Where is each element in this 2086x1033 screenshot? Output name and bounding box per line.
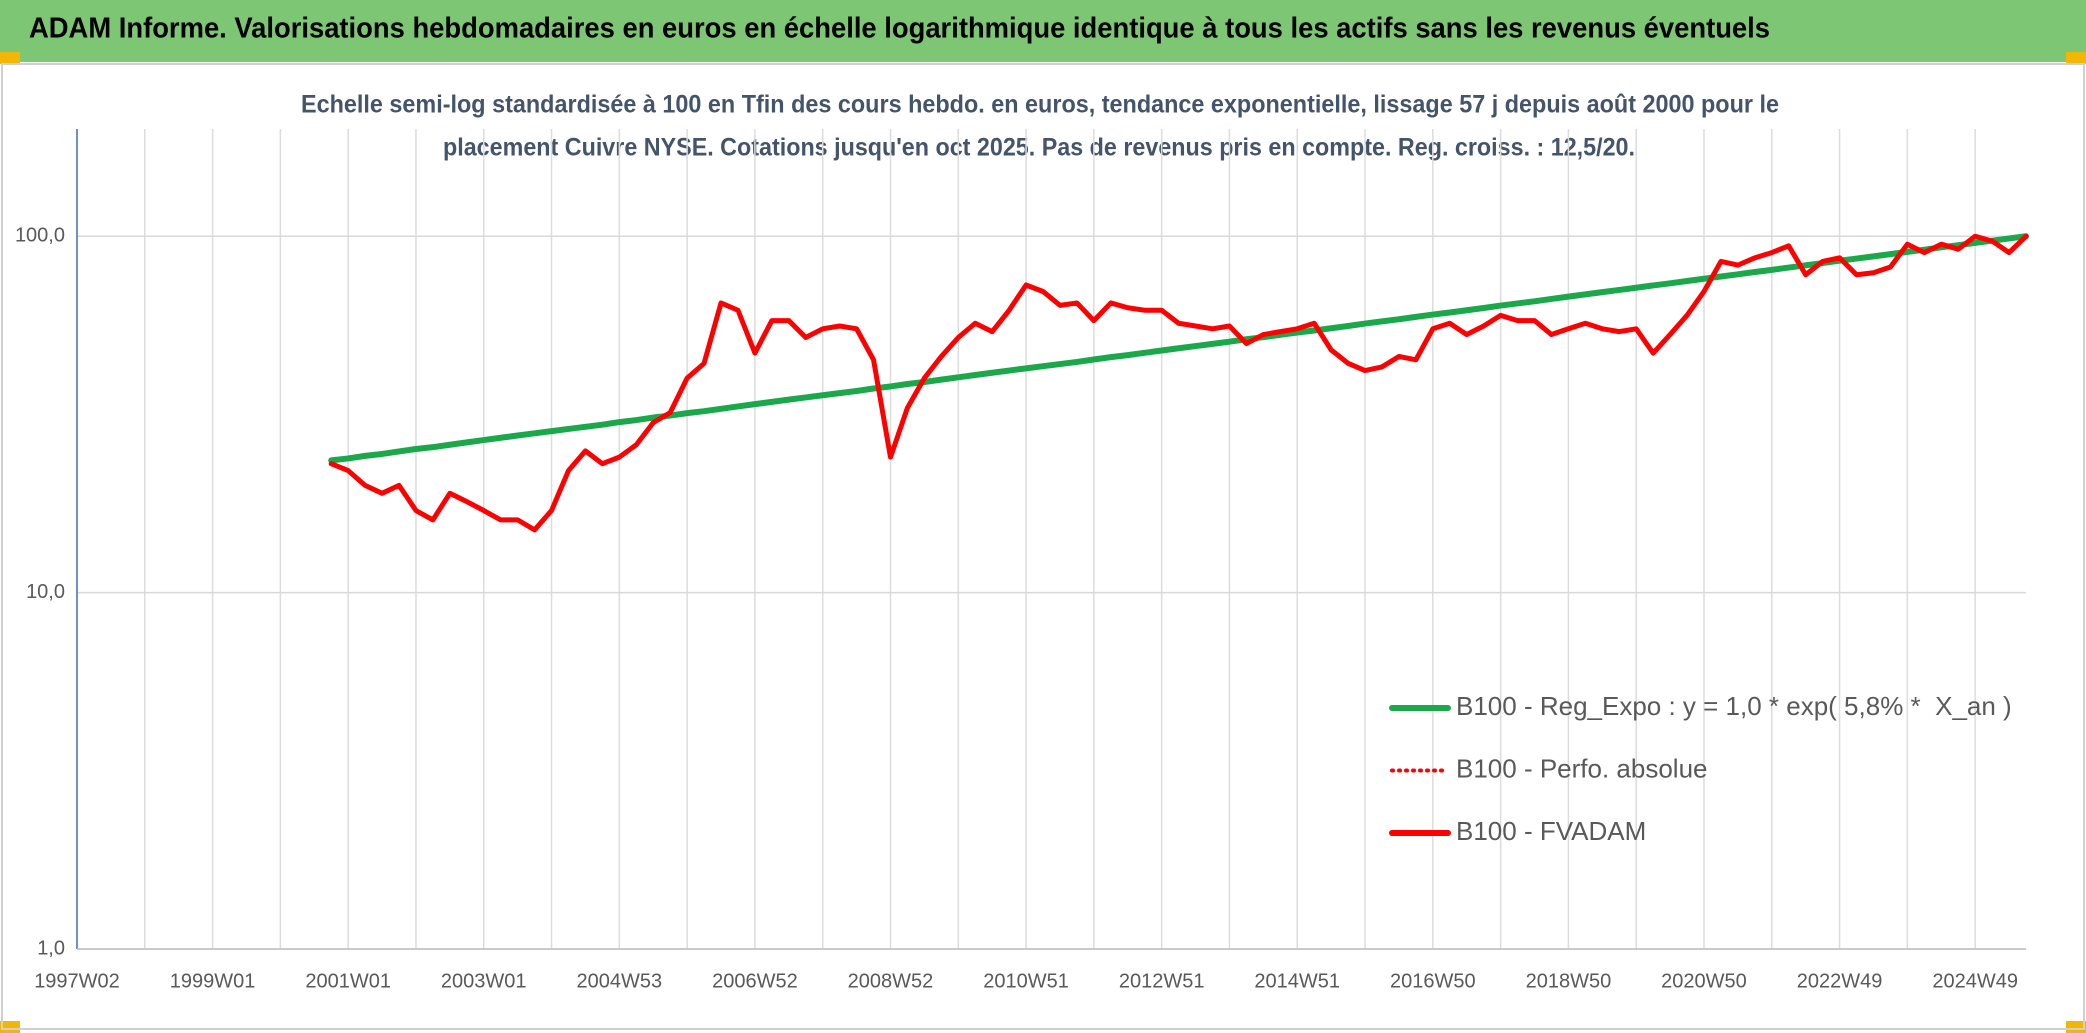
x-tick-label: 2008W52 [848, 970, 934, 992]
chart-subtitle: placement Cuivre NYSE. Cotations jusqu'e… [443, 134, 1635, 162]
y-tick-label: 1,0 [37, 937, 65, 959]
legend-label: B100 - Perfo. absolue [1456, 753, 1708, 783]
x-tick-label: 2020W50 [1661, 970, 1747, 992]
corner [0, 52, 20, 64]
x-tick-label: 2004W53 [577, 970, 663, 992]
title-bar [0, 0, 2086, 62]
legend-label: B100 - FVADAM [1456, 816, 1646, 846]
x-tick-label: 1997W02 [34, 970, 120, 992]
x-tick-label: 2024W49 [1932, 970, 2018, 992]
legend-label: B100 - Reg_Expo : y = 1,0 * exp( 5,8% * … [1456, 691, 2012, 721]
y-tick-label: 10,0 [26, 581, 65, 603]
x-tick-label: 1999W01 [170, 970, 256, 992]
y-tick-label: 100,0 [15, 225, 65, 247]
x-tick-label: 2018W50 [1526, 970, 1612, 992]
x-tick-label: 2016W50 [1390, 970, 1476, 992]
series-line [328, 233, 2029, 464]
x-tick-label: 2012W51 [1119, 970, 1205, 992]
corner [2066, 52, 2086, 64]
x-tick-label: 2010W51 [983, 970, 1069, 992]
chart-title: ADAM Informe. Valorisations hebdomadaire… [29, 13, 1770, 45]
x-tick-label: 2001W01 [305, 970, 391, 992]
x-tick-label: 2014W51 [1254, 970, 1340, 992]
chart-subtitle: Echelle semi-log standardisée à 100 en T… [301, 91, 1779, 119]
x-tick-label: 2022W49 [1797, 970, 1883, 992]
x-tick-label: 2006W52 [712, 970, 798, 992]
series-line [328, 233, 2029, 533]
chart-frame [1, 63, 2085, 1030]
x-tick-label: 2003W01 [441, 970, 527, 992]
